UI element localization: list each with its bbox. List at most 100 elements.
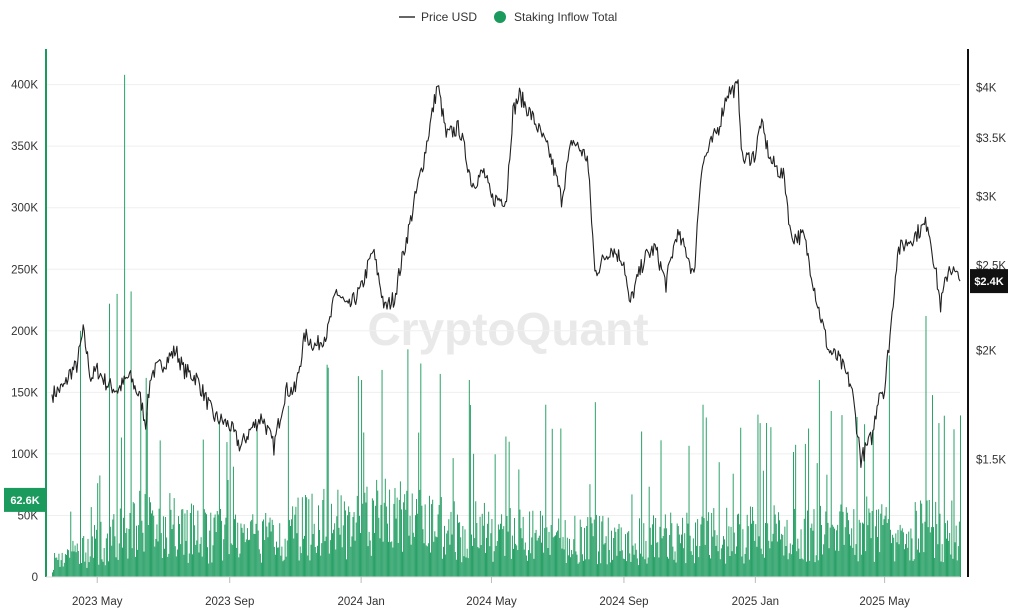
inflow-bar: [717, 551, 719, 577]
inflow-bar: [333, 529, 335, 577]
inflow-bar: [632, 545, 634, 577]
inflow-bar: [468, 380, 470, 577]
inflow-bar: [923, 552, 925, 577]
inflow-bar: [100, 521, 102, 577]
inflow-bar: [131, 548, 133, 577]
inflow-bar: [797, 538, 799, 577]
inflow-bar: [943, 415, 945, 577]
inflow-bar: [892, 534, 894, 577]
inflow-bar: [798, 548, 800, 577]
inflow-bar: [240, 523, 242, 577]
inflow-bar: [320, 555, 322, 577]
inflow-bar: [143, 551, 145, 577]
inflow-bar: [399, 481, 401, 577]
inflow-bar: [954, 542, 956, 577]
inflow-bar: [537, 537, 539, 577]
inflow-bar: [941, 544, 943, 577]
inflow-bar: [365, 502, 367, 577]
inflow-bar: [70, 511, 72, 577]
inflow-bar: [167, 556, 169, 577]
inflow-bar: [492, 561, 494, 577]
inflow-bar: [478, 548, 480, 577]
inflow-bar: [746, 514, 748, 577]
inflow-bar: [500, 523, 501, 577]
inflow-bar: [908, 531, 910, 577]
legend-item-staking-inflow[interactable]: Staking Inflow Total: [494, 10, 617, 24]
inflow-bar: [368, 531, 370, 577]
inflow-bar: [917, 538, 919, 577]
inflow-bar: [197, 510, 199, 577]
inflow-bar: [369, 540, 371, 577]
inflow-bar: [555, 535, 556, 577]
inflow-bar: [695, 522, 696, 577]
inflow-bar: [591, 523, 593, 577]
inflow-bar: [613, 538, 615, 577]
inflow-bar: [176, 549, 178, 577]
inflow-bar: [686, 512, 688, 577]
inflow-bar: [905, 544, 906, 577]
inflow-bar: [130, 291, 132, 577]
inflow-bar: [352, 517, 354, 577]
left-tick-label: 400K: [11, 80, 38, 92]
inflow-bar: [263, 519, 265, 577]
inflow-bar: [822, 554, 824, 577]
inflow-bar: [358, 515, 360, 577]
inflow-bar: [144, 494, 146, 577]
inflow-bar: [342, 525, 344, 577]
inflow-bar: [150, 502, 151, 577]
legend-item-price[interactable]: Price USD: [399, 10, 477, 24]
inflow-bar: [549, 554, 551, 577]
inflow-bar: [878, 509, 880, 577]
inflow-bar: [814, 562, 816, 577]
inflow-bar: [727, 546, 729, 577]
inflow-bar: [584, 527, 586, 577]
legend-label-staking-inflow: Staking Inflow Total: [514, 10, 617, 24]
inflow-bar: [626, 561, 628, 577]
inflow-bar: [152, 510, 154, 577]
inflow-bar: [607, 517, 609, 577]
inflow-bar: [417, 513, 419, 577]
inflow-bar: [893, 537, 895, 577]
inflow-bar: [808, 428, 810, 577]
inflow-bar: [929, 532, 931, 577]
inflow-bar: [377, 490, 379, 577]
inflow-bar: [273, 546, 275, 577]
inflow-bar: [437, 514, 439, 577]
inflow-bar: [645, 541, 647, 577]
inflow-bar: [910, 528, 912, 577]
inflow-bar: [762, 470, 764, 577]
left-tick-label: 0: [32, 572, 38, 584]
inflow-bar: [68, 550, 70, 577]
inflow-bar: [956, 560, 958, 577]
inflow-bar: [461, 562, 463, 577]
inflow-bar: [913, 559, 915, 577]
inflow-bar: [605, 536, 607, 577]
legend: Price USD Staking Inflow Total: [399, 10, 617, 24]
inflow-bar: [462, 526, 464, 577]
inflow-bar: [658, 557, 660, 577]
inflow-bar: [585, 559, 587, 577]
inflow-bar: [844, 527, 846, 577]
inflow-bar: [362, 503, 364, 577]
inflow-bar: [293, 538, 295, 577]
inflow-bar: [932, 395, 933, 577]
x-tick-label: 2024 Jan: [337, 596, 384, 608]
inflow-bar: [562, 537, 564, 577]
inflow-bar: [486, 537, 487, 577]
inflow-bar: [818, 380, 820, 577]
inflow-bar: [922, 523, 924, 577]
inflow-bar: [651, 524, 653, 577]
inflow-bar: [88, 562, 90, 577]
inflow-bar: [553, 536, 555, 577]
inflow-bar: [440, 497, 442, 577]
inflow-bar: [723, 536, 724, 577]
inflow-bar: [755, 524, 757, 577]
inflow-bar: [817, 560, 819, 577]
inflow-bar: [391, 541, 393, 577]
inflow-bar: [155, 539, 157, 577]
inflow-bar: [237, 522, 239, 577]
inflow-bar: [250, 521, 252, 577]
inflow-bar: [412, 532, 414, 577]
inflow-bar: [83, 536, 85, 577]
inflow-bar: [687, 523, 689, 577]
